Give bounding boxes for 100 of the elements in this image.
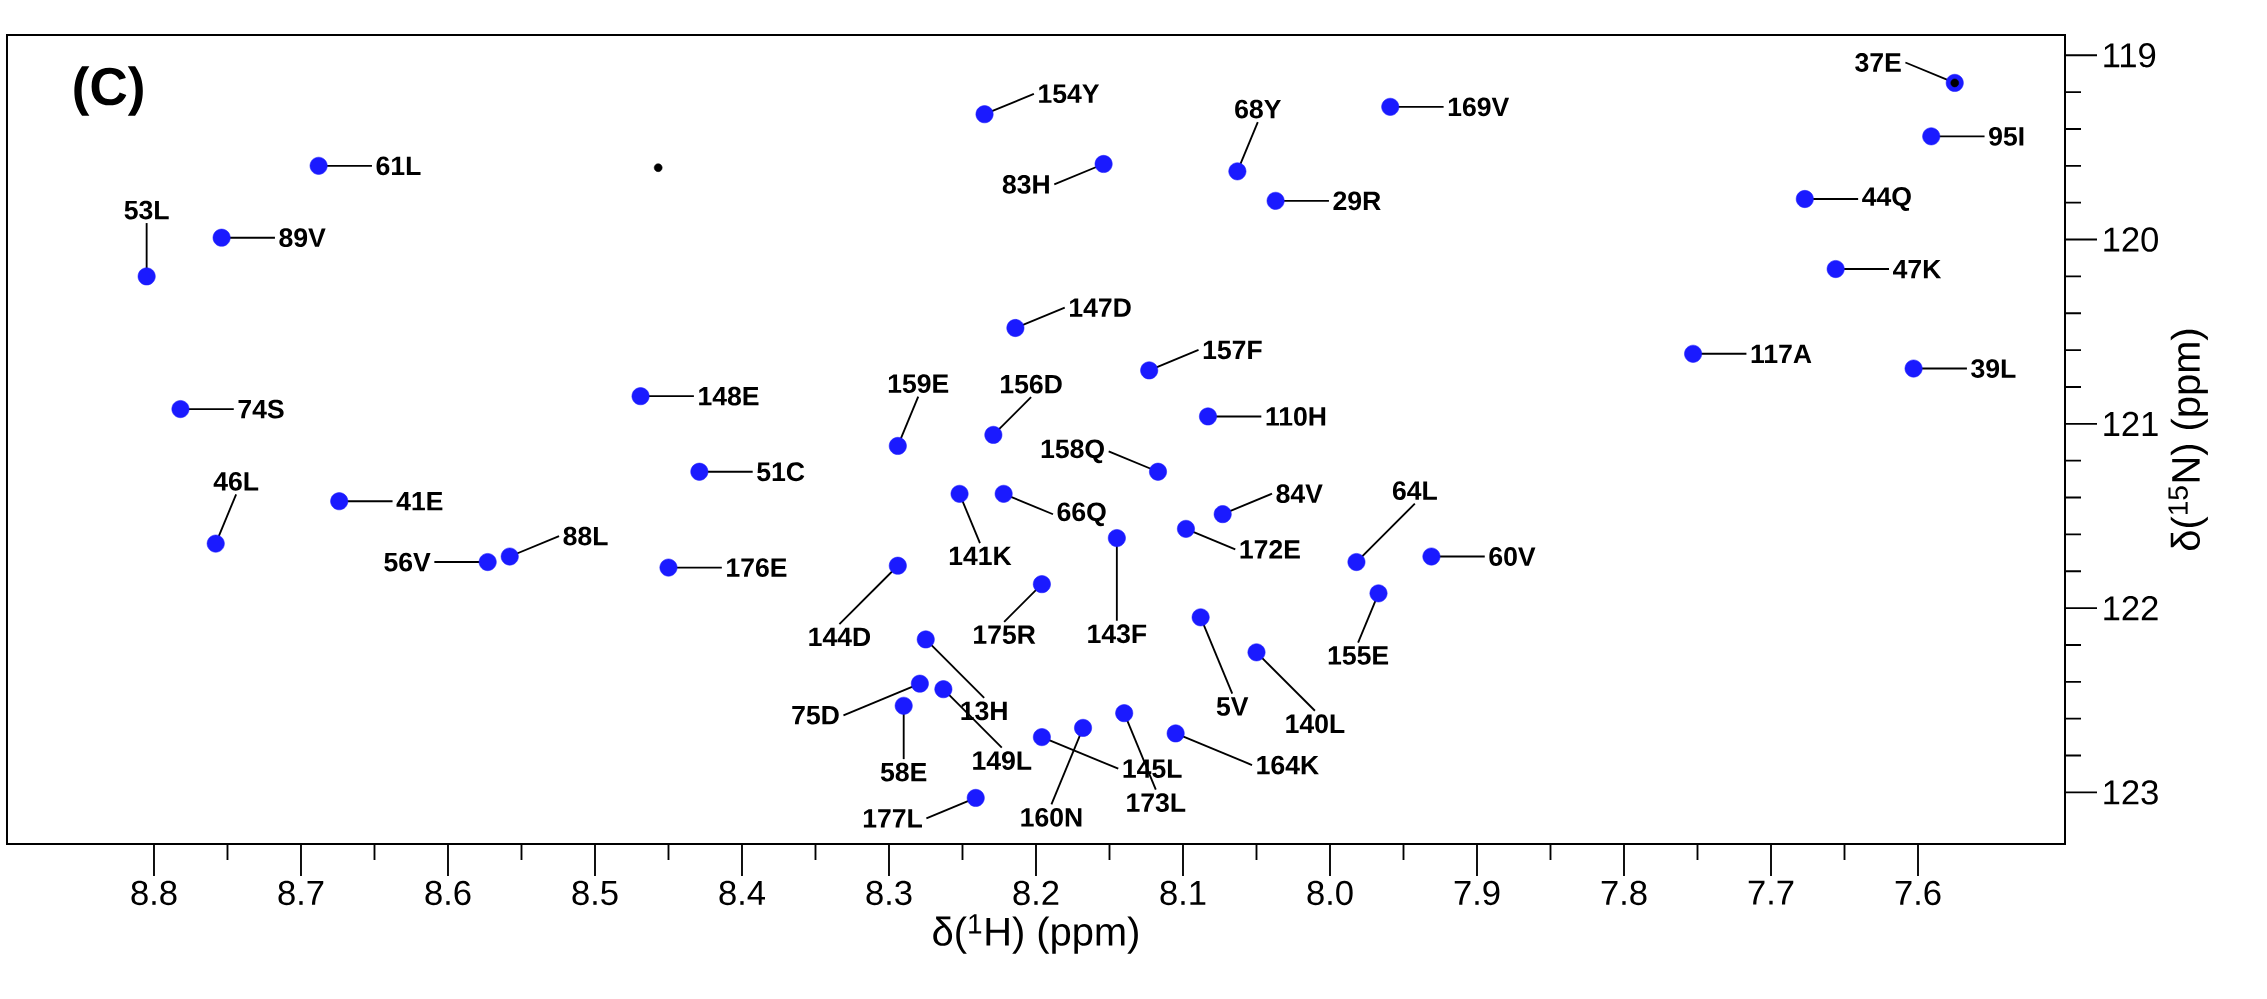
x-tick-label: 8.1: [1160, 880, 1206, 906]
point: [500, 547, 519, 566]
annotation: (C): [74, 66, 143, 116]
point: [659, 558, 678, 577]
x-tick-label: 8.6: [425, 880, 471, 906]
y-axis-title: δ($^{15}$N) (ppm): [2168, 329, 2208, 550]
point: [1795, 190, 1814, 208]
point: [1149, 462, 1167, 481]
annotation: 83H: [1002, 174, 1049, 194]
annotation: 61L: [376, 156, 421, 176]
point: [653, 163, 663, 172]
annotation: 157F: [1203, 340, 1262, 360]
annotation: 88L: [563, 526, 608, 546]
annotation: 60V: [1489, 547, 1536, 566]
annotation: 75D: [792, 706, 839, 725]
x-tick-label: 8.8: [131, 880, 177, 906]
annotation: 143F: [1088, 624, 1147, 644]
x-tick-label: 7.6: [1895, 880, 1941, 906]
annotation: 173L: [1127, 793, 1186, 812]
annotation: 47K: [1893, 259, 1942, 279]
point: [1032, 575, 1051, 594]
annotation: 169V: [1448, 97, 1510, 117]
annotation: 56V: [384, 552, 431, 572]
annotation: 149L: [973, 751, 1032, 770]
point: [975, 105, 994, 124]
annotation: 53L: [124, 200, 169, 220]
annotation: 74S: [238, 399, 284, 419]
y-tick-label: 120: [2104, 227, 2158, 252]
annotation: 44Q: [1862, 187, 1911, 211]
annotation: 175R: [974, 625, 1036, 645]
annotation: 64L: [1392, 481, 1437, 501]
point: [966, 789, 985, 807]
point: [212, 228, 231, 247]
annotation: 37E: [1855, 53, 1901, 72]
annotation: 51C: [757, 462, 805, 482]
annotation: 164K: [1257, 755, 1319, 775]
annotation: 147D: [1070, 298, 1131, 317]
annotation: 5V: [1216, 697, 1249, 716]
point: [1381, 97, 1400, 116]
point: [1191, 608, 1210, 627]
point: [1904, 359, 1923, 378]
x-axis-title: δ($^{1}$H) (ppm): [933, 914, 1138, 954]
point: [910, 674, 929, 693]
point: [690, 462, 709, 481]
point: [1199, 407, 1217, 426]
x-tick-label: 8.2: [1013, 880, 1059, 906]
annotation: 177L: [863, 809, 922, 828]
annotation: 172E: [1240, 540, 1300, 559]
annotation: 39L: [1971, 359, 2016, 378]
point: [171, 400, 190, 418]
point: [1684, 344, 1702, 363]
point: [1826, 260, 1845, 278]
annotation: 68Y: [1235, 99, 1281, 119]
annotation: 110H: [1266, 407, 1326, 426]
annotation: 176E: [727, 558, 787, 577]
annotation: 155E: [1328, 646, 1389, 665]
x-tick-label: 8.4: [719, 880, 765, 906]
point: [478, 553, 497, 571]
point: [1213, 505, 1232, 524]
point: [888, 556, 907, 575]
point: [330, 492, 349, 511]
point: [1006, 319, 1025, 337]
point: [888, 437, 907, 455]
annotation: 29R: [1333, 191, 1381, 211]
point: [894, 696, 913, 715]
point: [916, 630, 935, 649]
point: [1074, 718, 1092, 737]
point: [1369, 584, 1388, 603]
annotation: 58E: [880, 762, 927, 782]
annotation: 141K: [949, 546, 1012, 566]
point: [934, 680, 953, 699]
point: [1347, 553, 1366, 571]
y-tick-label: 122: [2104, 596, 2158, 621]
annotation: 84V: [1276, 484, 1323, 504]
annotation: 46L: [213, 471, 259, 491]
point: [984, 425, 1003, 444]
annotation: 89V: [279, 228, 326, 248]
annotation: 160N: [1021, 807, 1082, 827]
annotation: 66Q: [1057, 502, 1106, 527]
x-tick-label: 8.7: [278, 880, 324, 906]
point: [1094, 155, 1113, 173]
y-tick-label: 123: [2104, 780, 2158, 805]
point: [1166, 724, 1185, 743]
x-tick-label: 7.9: [1454, 880, 1500, 906]
x-tick-label: 7.8: [1601, 880, 1647, 906]
point: [994, 484, 1013, 503]
annotation: 117A: [1751, 344, 1812, 363]
x-tick-label: 7.7: [1748, 880, 1794, 905]
point: [631, 387, 650, 406]
point: [1228, 162, 1247, 181]
annotation: 41E: [396, 492, 443, 511]
point: [309, 156, 328, 175]
point: [1922, 127, 1941, 146]
point: [1115, 704, 1134, 723]
point: [1177, 519, 1195, 538]
x-tick-label: 8.3: [866, 880, 912, 906]
annotation: 144D: [809, 627, 871, 646]
annotation: 95I: [1989, 126, 2024, 146]
point: [137, 267, 156, 286]
point: [1107, 529, 1126, 547]
